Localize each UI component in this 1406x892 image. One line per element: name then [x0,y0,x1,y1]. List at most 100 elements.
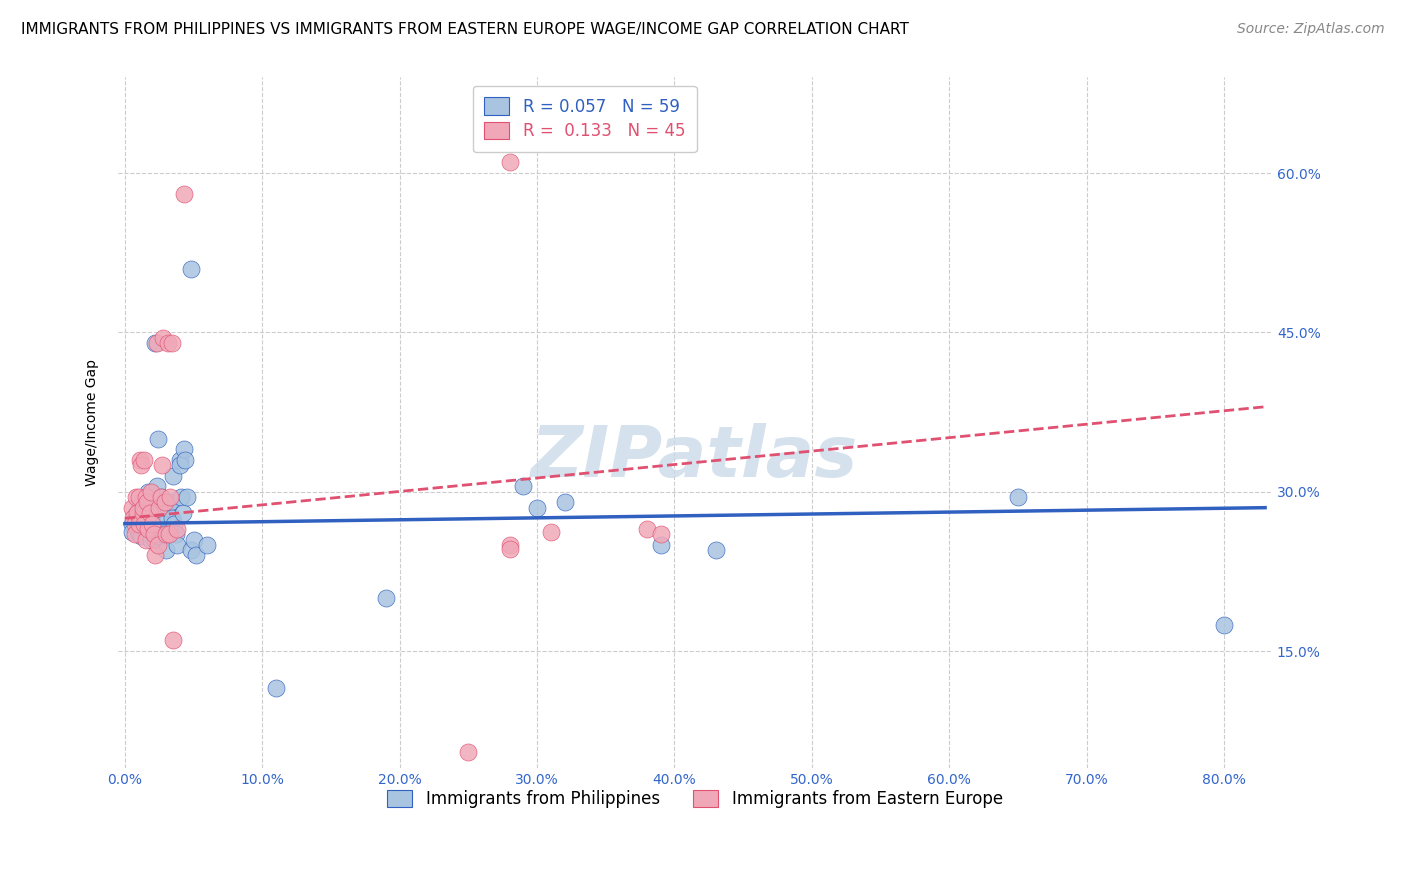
Point [138,506,160,520]
Point [159,495,181,509]
Point [124,508,146,522]
Point [139,533,162,547]
Point [540,525,562,540]
Point [157,527,180,541]
Point [135,516,157,531]
Point [650,527,672,541]
Point [173,187,195,202]
Point [152,516,174,531]
Text: ZIPatlas: ZIPatlas [531,423,859,491]
Point [169,458,191,473]
Point [1212,617,1234,632]
Point [121,525,143,540]
Point [163,516,186,531]
Point [165,527,187,541]
Point [180,543,202,558]
Point [150,522,173,536]
Point [636,522,658,536]
Point [121,516,143,531]
Point [152,331,174,345]
Point [121,500,143,515]
Point [457,745,479,759]
Point [148,500,170,515]
Point [176,490,198,504]
Point [135,490,157,504]
Point [124,527,146,541]
Point [131,458,153,473]
Point [136,484,159,499]
Point [156,500,179,515]
Point [129,518,152,533]
Point [150,458,173,473]
Point [135,525,157,540]
Point [134,516,156,531]
Point [1007,490,1029,504]
Point [172,506,194,520]
Point [153,495,176,509]
Point [146,432,169,446]
Point [145,336,167,351]
Point [132,500,155,515]
Point [264,681,287,696]
Point [128,527,150,541]
Point [195,538,218,552]
Point [122,511,145,525]
Point [498,155,520,169]
Point [134,453,156,467]
Point [141,515,163,529]
Point [143,549,166,563]
Point [139,484,162,499]
Point [156,336,179,351]
Point [166,538,188,552]
Point [125,490,148,504]
Point [166,522,188,536]
Point [173,442,195,457]
Point [650,538,672,552]
Point [135,490,157,504]
Point [170,490,193,504]
Point [143,533,166,547]
Point [136,522,159,536]
Point [374,591,396,605]
Point [186,549,208,563]
Point [155,527,177,541]
Point [146,538,169,552]
Point [145,479,167,493]
Point [174,453,197,467]
Point [148,500,170,515]
Point [149,490,172,504]
Point [498,538,520,552]
Point [148,529,170,543]
Point [135,495,157,509]
Y-axis label: Wage/Income Gap: Wage/Income Gap [86,359,100,486]
Point [138,518,160,533]
Point [155,543,177,558]
Point [127,522,149,536]
Point [131,495,153,509]
Text: Source: ZipAtlas.com: Source: ZipAtlas.com [1237,22,1385,37]
Point [142,527,165,541]
Point [128,490,150,504]
Point [162,633,184,648]
Point [141,516,163,531]
Point [124,516,146,531]
Point [131,529,153,543]
Point [135,533,157,547]
Point [128,500,150,515]
Point [526,500,548,515]
Point [127,506,149,520]
Point [498,542,520,557]
Point [132,511,155,525]
Point [134,493,156,508]
Point [704,543,727,558]
Text: IMMIGRANTS FROM PHILIPPINES VS IMMIGRANTS FROM EASTERN EUROPE WAGE/INCOME GAP CO: IMMIGRANTS FROM PHILIPPINES VS IMMIGRANT… [21,22,908,37]
Point [512,479,534,493]
Legend: Immigrants from Philippines, Immigrants from Eastern Europe: Immigrants from Philippines, Immigrants … [381,783,1010,815]
Point [143,336,166,351]
Point [160,336,183,351]
Point [553,495,575,509]
Point [132,506,155,520]
Point [183,533,205,547]
Point [159,490,181,504]
Point [138,506,160,520]
